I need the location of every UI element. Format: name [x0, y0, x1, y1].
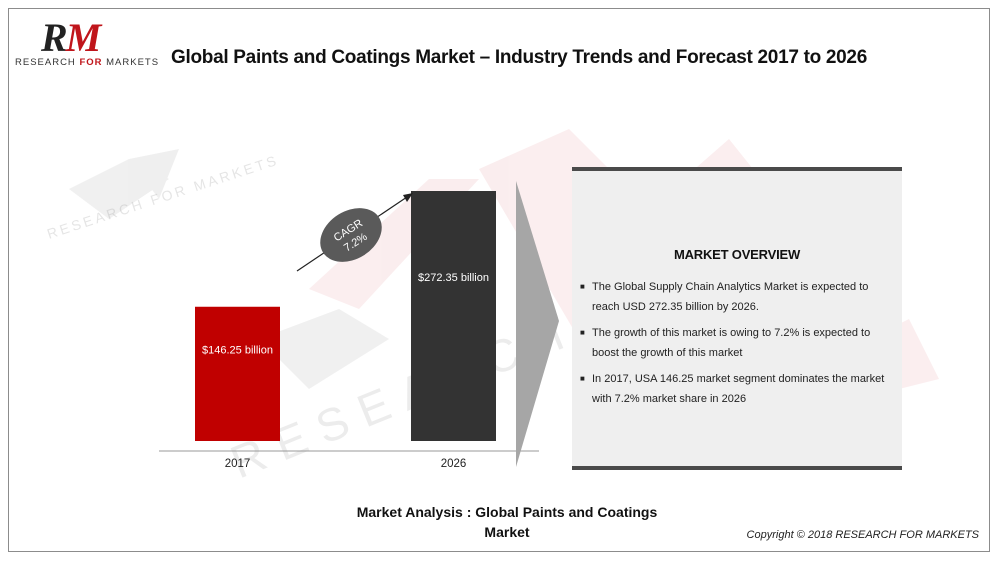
overview-bullet: ■ The Global Supply Chain Analytics Marke…: [580, 277, 894, 317]
overview-bullet-list: ■ The Global Supply Chain Analytics Marke…: [580, 277, 894, 415]
overview-bullet-text: The Global Supply Chain Analytics Market…: [592, 281, 869, 313]
bullet-icon: ■: [580, 374, 585, 383]
logo-tagline-left: RESEARCH: [15, 57, 80, 68]
page-title: Global Paints and Coatings Market – Indu…: [171, 47, 867, 68]
market-overview-title: MARKET OVERVIEW: [673, 247, 801, 262]
bar-data-label: $272.35 billion: [418, 272, 489, 284]
bullet-icon: ■: [580, 282, 585, 291]
logo-letter-m: M: [65, 15, 102, 60]
bullet-icon: ■: [580, 328, 585, 337]
bar-data-label: $146.25 billion: [202, 345, 273, 357]
logo-tagline: RESEARCH FOR MARKETS: [15, 57, 159, 68]
copyright-notice: Copyright © 2018 RESEARCH FOR MARKETS: [746, 529, 979, 541]
infographic-frame: RESEARCH RESEARCH FOR MARKETS RM RESEARC…: [8, 8, 990, 552]
chart-caption: Market Analysis : Global Paints and Coat…: [356, 504, 658, 540]
overview-bullet-text: The growth of this market is owing to 7.…: [592, 327, 871, 359]
cagr-badge: [320, 208, 382, 262]
bar-2017: [195, 306, 280, 441]
logo-tagline-right: MARKETS: [102, 57, 160, 68]
overview-bullet: ■ The growth of this market is owing to 7…: [580, 323, 894, 363]
overview-bullet: ■ In 2017, USA 146.25 market segment domi…: [580, 369, 894, 409]
x-tick-label: 2026: [441, 458, 467, 470]
x-tick-label: 2017: [225, 458, 251, 470]
overview-bullet-text: In 2017, USA 146.25 market segment domin…: [592, 373, 885, 405]
logo-tagline-mid: FOR: [79, 57, 103, 68]
chevron-arrow-icon: [516, 181, 559, 467]
logo-letter-r: R: [41, 15, 68, 60]
market-overview-panel: MARKET OVERVIEW ■ The Global Supply Chain…: [572, 167, 902, 470]
bar-2026: [411, 191, 496, 441]
company-logo: RM RESEARCH FOR MARKETS: [15, 17, 165, 73]
growth-arrow-head: [403, 193, 413, 202]
